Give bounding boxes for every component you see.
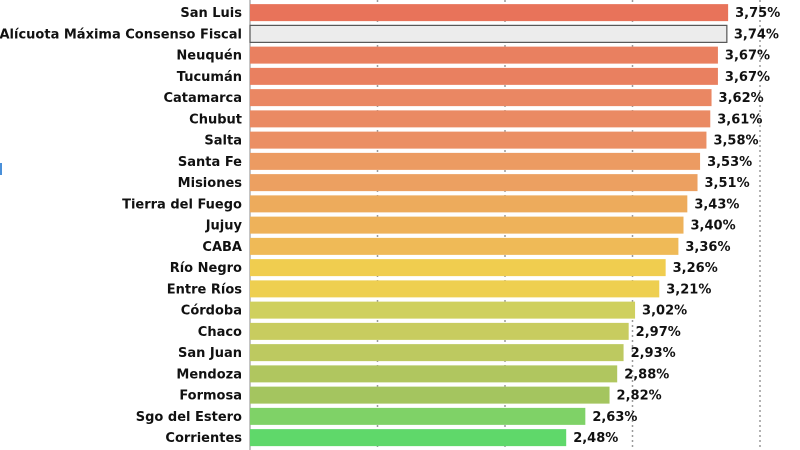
- value-label: 3,62%: [719, 91, 764, 106]
- category-label: San Luis: [180, 6, 242, 21]
- bar: [249, 24, 728, 43]
- bar: [250, 259, 666, 277]
- bar: [250, 216, 684, 234]
- category-label: Sgo del Estero: [136, 410, 242, 425]
- category-label: CABA: [202, 240, 242, 255]
- bar: [250, 195, 688, 213]
- bar: [250, 386, 610, 404]
- category-label: Salta: [204, 134, 242, 149]
- category-label: Santa Fe: [178, 155, 242, 170]
- category-label: Tucumán: [177, 70, 242, 85]
- bar: [250, 280, 660, 298]
- value-label: 3,02%: [642, 304, 687, 319]
- category-label: Entre Ríos: [167, 282, 243, 297]
- bar: [250, 365, 618, 383]
- bar: [250, 429, 567, 447]
- value-label: 3,53%: [707, 155, 752, 170]
- value-label: 3,67%: [725, 49, 770, 64]
- bar: [250, 322, 629, 340]
- bar: [250, 110, 711, 128]
- value-label: 3,61%: [717, 112, 762, 127]
- value-label: 3,21%: [666, 282, 711, 297]
- bar: [250, 301, 636, 319]
- bar: [250, 4, 729, 22]
- value-label: 2,93%: [631, 346, 676, 361]
- bar: [250, 89, 712, 107]
- value-label: 2,82%: [617, 389, 662, 404]
- value-label: 2,97%: [636, 325, 681, 340]
- category-label: Jujuy: [205, 219, 243, 234]
- value-label: 3,74%: [734, 27, 779, 42]
- value-label: 3,40%: [691, 219, 736, 234]
- value-label: 3,51%: [705, 176, 750, 191]
- bar: [250, 344, 624, 362]
- value-label: 2,88%: [624, 367, 669, 382]
- category-label: Corrientes: [165, 431, 242, 446]
- bar: [250, 131, 707, 149]
- bar: [250, 174, 698, 192]
- value-label: 3,43%: [694, 197, 739, 212]
- category-label: Chubut: [189, 112, 242, 127]
- category-label: Chaco: [198, 325, 242, 340]
- bar: [250, 407, 586, 425]
- category-label: Mendoza: [176, 367, 242, 382]
- value-label: 3,67%: [725, 70, 770, 85]
- edge-marker: [0, 163, 2, 175]
- value-label: 3,36%: [685, 240, 730, 255]
- category-label: Córdoba: [181, 304, 242, 319]
- bar: [250, 67, 718, 85]
- category-label: Formosa: [179, 389, 242, 404]
- category-label: Misiones: [178, 176, 243, 191]
- value-label: 3,75%: [735, 6, 780, 21]
- value-label: 2,48%: [573, 431, 618, 446]
- value-label: 2,63%: [592, 410, 637, 425]
- value-label: 3,26%: [673, 261, 718, 276]
- bar: [250, 46, 718, 64]
- category-label: Tierra del Fuego: [122, 197, 242, 212]
- category-label: Alícuota Máxima Consenso Fiscal: [0, 27, 242, 42]
- bar: [250, 152, 701, 170]
- category-label: Catamarca: [163, 91, 242, 106]
- category-label: Río Negro: [170, 261, 242, 276]
- bar: [250, 237, 679, 255]
- category-label: Neuquén: [176, 49, 242, 64]
- category-label: San Juan: [178, 346, 242, 361]
- value-label: 3,58%: [713, 134, 758, 149]
